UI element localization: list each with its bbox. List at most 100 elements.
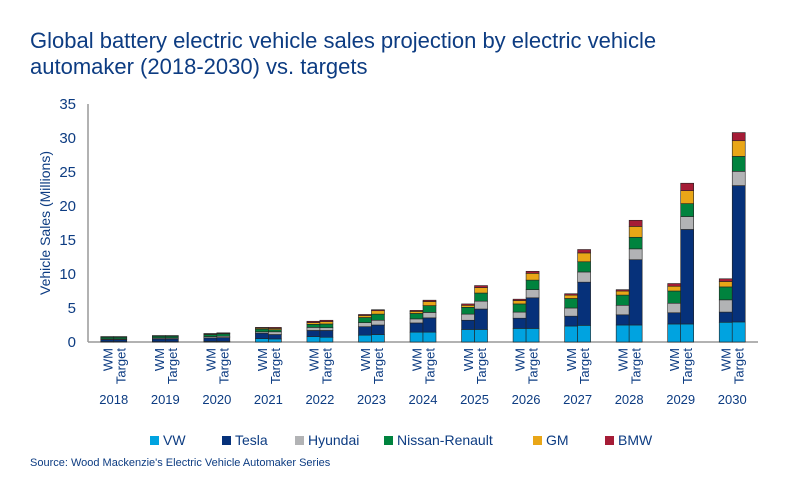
x-subcategory-label: WM	[306, 348, 321, 371]
x-subcategory-label: Target	[629, 348, 644, 385]
x-subcategory-label: Target	[732, 348, 747, 385]
bar-segment-bmw	[461, 303, 475, 306]
legend-swatch-tesla	[222, 436, 231, 445]
x-subcategory-label: WM	[410, 348, 425, 371]
bar-segment-tesla	[203, 337, 218, 342]
bar-segment-gm	[731, 140, 746, 157]
bar-segment-vw	[474, 329, 488, 343]
y-tick-label: 30	[59, 130, 76, 147]
bar-segment-bmw	[358, 314, 372, 316]
bar-segment-hyundai	[564, 307, 578, 317]
bar-segment-bmw	[512, 298, 527, 301]
x-subcategory-label: Target	[423, 348, 438, 385]
bar-segment-tesla	[409, 322, 424, 333]
bar-segment-gm	[615, 290, 630, 296]
bar-segment-gm	[512, 300, 527, 305]
bar-segment-tesla	[216, 337, 231, 342]
legend-label: Hyundai	[308, 432, 359, 448]
bar-segment-nissan-renault	[203, 334, 218, 337]
bar-segment-tesla	[165, 338, 179, 342]
bar-segment-nissan-renault	[409, 313, 424, 320]
bar-segment-hyundai	[628, 248, 643, 261]
bar-segment-gm	[358, 315, 372, 318]
bar-segment-tesla	[100, 339, 115, 342]
bar-segment-tesla	[564, 315, 578, 327]
bar-segment-vw	[422, 331, 437, 343]
bar-segment-nissan-renault	[680, 203, 694, 217]
y-axis-title: Vehicle Sales (Millions)	[37, 151, 53, 295]
bar-segment-gm	[319, 321, 334, 325]
legend-label: VW	[163, 432, 186, 448]
bar-segment-vw	[512, 328, 527, 343]
bar-segment-tesla	[358, 326, 372, 336]
x-subcategory-label: WM	[719, 348, 734, 371]
bar-segment-tesla	[577, 281, 591, 326]
bar-segment-gm	[461, 304, 475, 308]
bar-segment-gm	[577, 252, 591, 263]
x-tick-label: 2024	[409, 392, 438, 407]
bar-segment-nissan-renault	[577, 261, 591, 273]
y-tick-label: 35	[59, 96, 76, 113]
x-tick-label: 2025	[460, 392, 489, 407]
bar-segment-tesla	[306, 330, 321, 337]
bar-segment-bmw	[409, 310, 424, 312]
bar-segment-nissan-renault	[358, 317, 372, 323]
x-tick-label: 2019	[151, 392, 180, 407]
bar-segment-vw	[268, 338, 282, 343]
bar-segment-tesla	[731, 185, 746, 323]
bar-segment-hyundai	[731, 171, 746, 186]
bar-segment-nissan-renault	[422, 305, 437, 313]
x-subcategory-label: Target	[319, 348, 334, 385]
legend-label: Nissan-Renault	[397, 432, 493, 448]
legend-label: Tesla	[235, 432, 268, 448]
x-subcategory-label: WM	[616, 348, 631, 371]
bar-segment-bmw	[268, 327, 282, 329]
x-subcategory-label: Target	[113, 348, 128, 385]
x-subcategory-label: Target	[371, 348, 386, 385]
x-tick-label: 2027	[563, 392, 592, 407]
bar-segment-hyundai	[667, 302, 681, 314]
bar-segment-vw	[255, 338, 269, 343]
bar-segment-vw	[718, 321, 733, 343]
legend-swatch-hyundai	[295, 436, 304, 445]
bar-segment-gm	[680, 190, 694, 204]
bar-segment-bmw	[319, 319, 334, 322]
bar-segment-bmw	[577, 249, 591, 254]
bar-segment-vw	[577, 325, 591, 343]
x-subcategory-label: Target	[680, 348, 695, 385]
bar-segment-vw	[680, 323, 694, 343]
bar-segment-nissan-renault	[731, 156, 746, 172]
bar-segment-vw	[319, 336, 334, 343]
source-note: Source: Wood Mackenzie's Electric Vehicl…	[30, 457, 331, 469]
bar-segment-bmw	[422, 299, 437, 302]
bar-segment-gm	[409, 311, 424, 314]
bar-segment-nissan-renault	[255, 328, 269, 333]
bar-segment-vw	[306, 336, 321, 343]
x-subcategory-label: Target	[165, 348, 180, 385]
bar-segment-hyundai	[358, 322, 372, 327]
bar-segment-gm	[564, 294, 578, 299]
bar-segment-vw	[628, 324, 643, 343]
bar-segment-gm	[718, 281, 733, 288]
bar-segment-nissan-renault	[667, 290, 681, 304]
x-tick-label: 2021	[254, 392, 283, 407]
bar-segment-hyundai	[268, 331, 282, 335]
bar-segment-bmw	[474, 285, 488, 288]
bar-segment-bmw	[371, 309, 385, 312]
x-tick-label: 2022	[305, 392, 334, 407]
x-subcategory-label: WM	[203, 348, 218, 371]
bar-segment-bmw	[718, 278, 733, 282]
bar-segment-nissan-renault	[564, 298, 578, 309]
x-tick-label: 2020	[202, 392, 231, 407]
x-tick-label: 2023	[357, 392, 386, 407]
chart-title: Global battery electric vehicle sales pr…	[30, 28, 657, 79]
bar-segment-nissan-renault	[306, 324, 321, 328]
bar-segment-gm	[525, 273, 540, 281]
legend-swatch-gm	[533, 436, 542, 445]
bar-segment-bmw	[306, 320, 321, 323]
x-tick-label: 2028	[615, 392, 644, 407]
bar-segment-bmw	[525, 270, 540, 274]
bar-segment-gm	[371, 310, 385, 315]
x-subcategory-label: Target	[526, 348, 541, 385]
bar-segment-vw	[731, 321, 746, 343]
